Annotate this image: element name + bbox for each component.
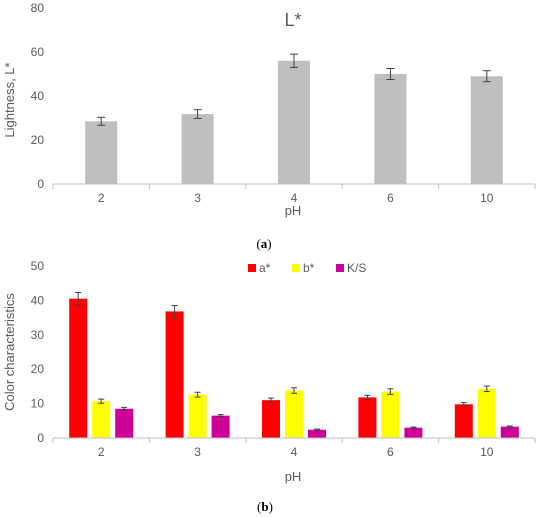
chart-b-bar — [262, 400, 280, 438]
chart-b-y-tick-label: 40 — [31, 293, 45, 307]
chart-b-bar — [165, 311, 184, 438]
chart-b-y-axis-label: Color characteristics — [2, 293, 17, 411]
chart-a-y-tick-label: 40 — [31, 89, 45, 103]
chart-a-title: L* — [284, 10, 301, 30]
chart-b-error-bar — [171, 305, 178, 318]
chart-a-bar — [374, 74, 407, 184]
chart-a-bar — [470, 76, 503, 184]
caption-b-close: ) — [269, 499, 273, 514]
chart-a: L* Lightness, L* pH 0 20 40 60 80 2 3 4 6 10 (a) — [2, 1, 536, 251]
chart-b-x-tick-label: 4 — [291, 445, 298, 459]
chart-b-bar — [381, 391, 400, 438]
chart-a-error-bar — [97, 116, 106, 126]
chart-b-x-tick-label: 6 — [387, 445, 394, 459]
chart-a-y-axis-label: Lightness, L* — [2, 62, 17, 137]
chart-a-x-axis-label: pH — [285, 203, 302, 218]
caption-a-close: ) — [267, 236, 271, 251]
chart-a-bar — [181, 114, 214, 184]
caption-a: (a) — [256, 236, 271, 251]
chart-b-error-bar — [98, 398, 105, 404]
chart-b-bar — [404, 427, 423, 438]
chart-a-x-tick-label: 2 — [98, 191, 105, 205]
legend-label: a* — [259, 261, 271, 275]
chart-b-y-ticks: 0 10 20 30 40 50 — [31, 259, 45, 445]
chart-b-bar — [477, 388, 496, 438]
chart-a-error-bar — [290, 53, 298, 68]
chart-a-bars — [85, 60, 503, 184]
chart-b-error-bar — [506, 425, 513, 428]
chart-b-y-tick-label: 0 — [37, 431, 44, 445]
chart-b-bar — [188, 394, 207, 438]
chart-a-x-tick-label: 10 — [480, 191, 494, 205]
chart-b-x-axis-label: pH — [285, 469, 302, 484]
chart-b-legend: a* b* K/S — [248, 261, 366, 275]
chart-b-error-bar — [387, 388, 394, 395]
chart-b-error-bar — [75, 291, 82, 306]
chart-b-error-bar — [410, 426, 417, 429]
chart-a-error-bar — [482, 70, 491, 83]
chart-b-error-bar — [460, 402, 467, 407]
chart-b-error-bar — [364, 394, 371, 400]
chart-b-error-bar — [217, 414, 224, 418]
chart-b-bar — [92, 401, 111, 438]
chart-a-bar — [85, 121, 118, 184]
chart-b-bar — [285, 390, 303, 438]
chart-b-error-bar — [483, 385, 490, 393]
chart-b-error-bar — [268, 397, 274, 403]
chart-b-x-ticks: 2 3 4 6 10 — [52, 438, 536, 459]
chart-b-error-bars — [75, 291, 513, 431]
caption-b-open: ( — [257, 499, 261, 514]
chart-b-y-tick-label: 20 — [31, 362, 45, 376]
caption-b: (b) — [257, 499, 273, 514]
chart-b: a* b* K/S Color characteristics pH 0102030… — [2, 259, 536, 514]
chart-b-error-bar — [314, 428, 320, 431]
legend-swatch — [292, 264, 300, 272]
chart-b-error-bar — [194, 391, 201, 398]
chart-b-bars — [69, 298, 519, 438]
chart-b-x-tick-label: 10 — [480, 445, 494, 459]
chart-a-x-ticks: 2 3 4 6 10 — [52, 184, 536, 205]
chart-b-bar — [308, 429, 326, 438]
chart-b-y-tick-label: 10 — [31, 397, 45, 411]
chart-a-x-tick-label: 6 — [387, 191, 394, 205]
chart-b-bar — [454, 404, 473, 438]
chart-a-y-tick-label: 60 — [31, 45, 45, 59]
caption-a-letter: a — [261, 236, 268, 251]
chart-a-error-bar — [193, 109, 202, 119]
chart-b-x-tick-label: 2 — [98, 445, 105, 459]
chart-b-x-tick-label: 3 — [194, 445, 201, 459]
chart-b-bar — [69, 298, 88, 438]
chart-a-error-bars — [97, 53, 491, 126]
chart-a-error-bar — [386, 68, 395, 80]
chart-b-bar — [115, 408, 134, 438]
chart-b-y-tick-label: 50 — [31, 259, 45, 273]
chart-a-y-tick-label: 80 — [31, 1, 45, 15]
chart-b-bar — [211, 415, 230, 438]
legend-label: b* — [303, 261, 315, 275]
legend-swatch — [336, 264, 344, 272]
chart-b-error-bar — [291, 387, 297, 394]
legend-swatch — [248, 264, 256, 272]
chart-a-x-tick-label: 3 — [194, 191, 201, 205]
chart-b-bar — [358, 397, 377, 438]
legend-label: K/S — [347, 261, 366, 275]
chart-a-y-tick-label: 20 — [31, 133, 45, 147]
chart-a-y-ticks: 0 20 40 60 80 — [31, 1, 45, 191]
chart-b-error-bar — [121, 406, 128, 411]
chart-a-y-tick-label: 0 — [37, 177, 44, 191]
caption-b-letter: b — [261, 499, 268, 514]
chart-a-x-tick-label: 4 — [291, 191, 298, 205]
caption-a-open: ( — [256, 236, 260, 251]
chart-b-y-tick-label: 30 — [31, 328, 45, 342]
chart-a-bar — [278, 60, 310, 184]
chart-b-bar — [500, 426, 519, 438]
